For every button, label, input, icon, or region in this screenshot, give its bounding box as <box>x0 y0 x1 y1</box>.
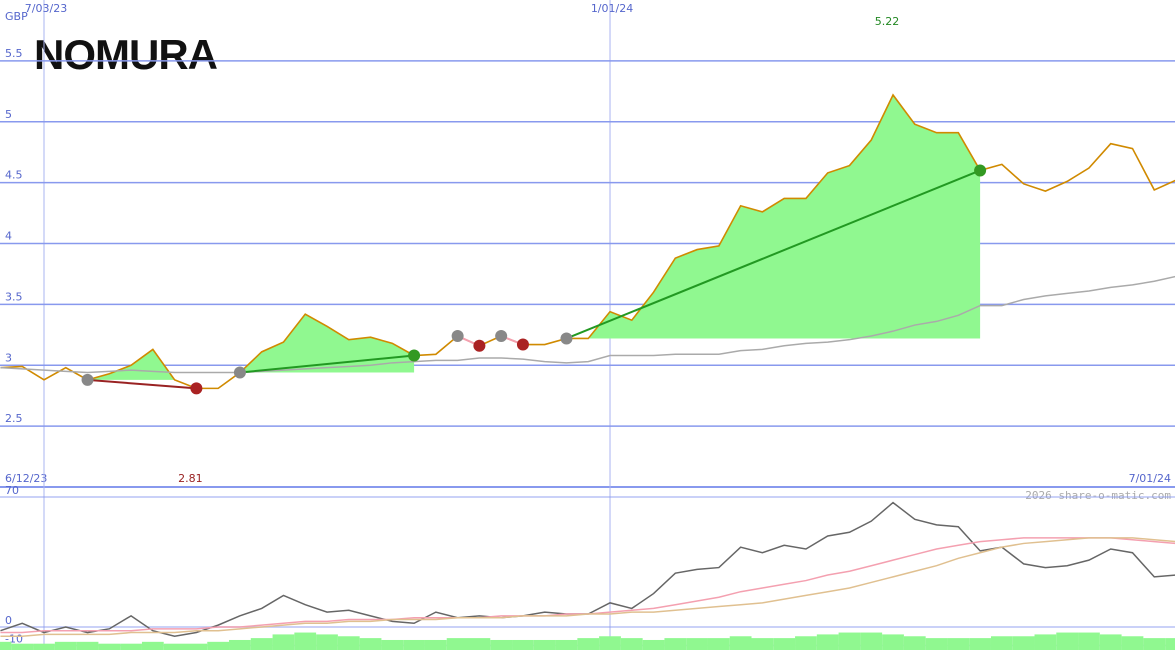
high-label: 5.22 <box>875 15 900 28</box>
line-series <box>0 537 1175 638</box>
bar <box>555 639 578 650</box>
bar <box>163 643 186 650</box>
bar <box>795 636 817 650</box>
bar <box>533 639 556 650</box>
bar <box>490 639 513 650</box>
trade-line <box>239 354 415 374</box>
gain-area <box>239 314 415 373</box>
bar <box>1165 638 1175 650</box>
y-tick-label: 70 <box>5 484 19 497</box>
bar <box>969 638 991 650</box>
bar <box>751 638 774 650</box>
bar <box>773 638 796 650</box>
bar <box>403 639 425 650</box>
y-tick-label: 5 <box>5 108 12 121</box>
bar <box>207 641 230 650</box>
bar <box>337 636 360 650</box>
bar <box>990 636 1013 650</box>
range-start: 6/12/23 <box>5 472 47 485</box>
exit-dot <box>190 382 203 395</box>
gain-area <box>566 94 981 339</box>
bar <box>54 641 77 650</box>
entry-dot <box>233 366 246 379</box>
bar <box>33 643 55 650</box>
bar <box>120 643 142 650</box>
low-label: 2.81 <box>178 472 203 485</box>
bar <box>76 641 99 650</box>
bar <box>512 639 534 650</box>
bar <box>1121 636 1144 650</box>
bar <box>882 634 904 650</box>
bar <box>664 638 687 650</box>
bar <box>620 638 643 650</box>
y-tick-label: 4 <box>5 230 12 243</box>
exit-dot <box>974 164 987 177</box>
bar <box>1034 634 1057 650</box>
y-tick-label: 0 <box>5 614 12 627</box>
bar <box>577 638 600 650</box>
exit-dot <box>408 349 421 362</box>
y-tick-label: 5.5 <box>5 47 23 60</box>
trade-line <box>566 169 981 340</box>
trade-line <box>87 378 197 390</box>
source: 2026 share-o-matic.com <box>1025 489 1171 502</box>
bar <box>860 632 883 650</box>
bar <box>359 638 382 650</box>
bar <box>1012 636 1035 650</box>
logo: NOMURA <box>34 31 218 78</box>
bar <box>947 638 970 650</box>
entry-dot <box>81 373 94 386</box>
y-tick-label: 3.5 <box>5 290 23 303</box>
bar <box>272 634 295 650</box>
bar <box>599 636 621 650</box>
bar <box>1078 632 1100 650</box>
bar <box>424 639 447 650</box>
bar <box>838 632 861 650</box>
bar <box>686 638 708 650</box>
x-tick-label: 7/03/23 <box>25 2 67 15</box>
bar <box>316 634 338 650</box>
bar <box>11 643 34 650</box>
bar <box>229 639 251 650</box>
exit-dot <box>473 339 486 352</box>
y-tick-label: 3 <box>5 351 12 364</box>
bar <box>468 638 491 650</box>
bar <box>185 643 208 650</box>
y-tick-label: 2.5 <box>5 412 23 425</box>
entry-dot <box>495 330 508 343</box>
x-tick-label: 1/01/24 <box>591 2 633 15</box>
bar <box>1143 638 1166 650</box>
bar <box>1099 634 1122 650</box>
range-end: 7/01/24 <box>1129 472 1171 485</box>
entry-dot <box>451 330 464 343</box>
bar <box>141 641 164 650</box>
bar <box>925 638 948 650</box>
bar <box>381 639 404 650</box>
bar <box>250 638 273 650</box>
bar <box>1056 632 1079 650</box>
bar <box>446 638 469 650</box>
line-series <box>0 275 1175 374</box>
bar <box>0 641 12 650</box>
bar <box>707 638 730 650</box>
bar <box>294 632 317 650</box>
bar <box>903 636 926 650</box>
entry-dot <box>560 332 573 345</box>
bar <box>642 639 665 650</box>
bar <box>729 636 752 650</box>
y-tick-label: 4.5 <box>5 169 23 182</box>
exit-dot <box>516 338 529 351</box>
bar <box>98 643 121 650</box>
bar <box>816 634 839 650</box>
unit-label: GBP <box>5 10 28 23</box>
